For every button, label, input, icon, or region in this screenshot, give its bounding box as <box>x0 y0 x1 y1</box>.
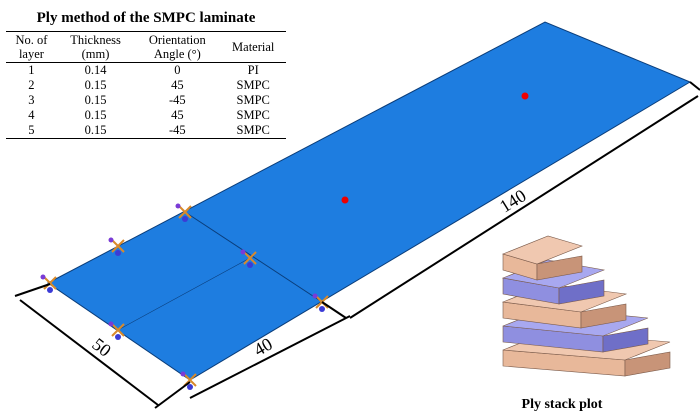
sensor-node <box>47 287 53 293</box>
sensor-arm <box>243 251 257 265</box>
ply-table: Ply method of the SMPC laminate No. of la… <box>6 10 286 139</box>
cell: SMPC <box>236 108 270 122</box>
ply-side <box>580 303 627 329</box>
point <box>341 196 349 204</box>
cell: SMPC <box>220 123 286 139</box>
sensor-node <box>182 216 188 222</box>
point <box>521 92 529 100</box>
cell: 0.15 <box>84 108 107 122</box>
row: 4 0.15 45 SMPC <box>6 108 286 123</box>
cell: 3 <box>28 93 35 107</box>
header-cell: Material <box>220 31 286 63</box>
sensor-node <box>175 203 181 209</box>
sensor-node <box>115 334 121 340</box>
cell: 0.15 <box>56 123 135 139</box>
sensor-node <box>108 321 114 327</box>
cell: 1 <box>28 63 35 77</box>
cell: SMPC <box>236 93 270 107</box>
sensor-node <box>240 249 246 255</box>
dimension-lines <box>14 81 700 409</box>
sensor-node <box>115 250 121 256</box>
divider <box>117 257 251 331</box>
cell: 5 <box>6 123 57 139</box>
ply-side <box>602 327 649 353</box>
cell: 0.14 <box>84 63 107 77</box>
sensor-node <box>319 306 325 312</box>
cell: SMPC <box>236 78 270 92</box>
cell: 45 <box>171 78 184 92</box>
cell: 0 <box>174 63 181 77</box>
header-text: No. of <box>15 33 48 47</box>
sensor-node <box>40 274 46 280</box>
sensors <box>40 203 329 390</box>
header-text: Material <box>232 40 275 54</box>
header-text: (mm) <box>81 47 110 61</box>
cell: -45 <box>134 123 221 139</box>
sensor-node <box>312 293 318 299</box>
sensor-arm <box>178 205 192 219</box>
header-text: Thickness <box>70 33 121 47</box>
caption: Ply stack plot <box>522 397 603 412</box>
sensor-arm <box>43 276 57 290</box>
header-text: Orientation <box>148 33 206 47</box>
header-cell: Thickness (mm) <box>56 31 135 63</box>
header-text: Angle (°) <box>153 47 201 61</box>
row: 3 0.15 -45 SMPC <box>6 93 286 108</box>
header-text: layer <box>18 47 44 61</box>
ply-top <box>502 235 583 265</box>
ply-side <box>558 279 605 305</box>
ply-side <box>624 351 671 377</box>
divider <box>184 211 323 303</box>
sensor-node <box>180 371 186 377</box>
cell: 4 <box>28 108 35 122</box>
row: 1 0.14 0 PI <box>6 63 286 79</box>
header-cell: No. of layer <box>6 31 57 63</box>
table: No. of layer Thickness (mm) Orientation Angle… <box>6 31 286 139</box>
cell: 2 <box>28 78 35 92</box>
sensor-arm <box>111 239 125 253</box>
row: 5 0.15 -45 SMPC <box>6 123 286 139</box>
cell: 45 <box>171 108 184 122</box>
sensor-node <box>108 237 114 243</box>
sensor-node <box>247 262 253 268</box>
cell: 0.15 <box>84 93 107 107</box>
header-cell: Orientation Angle (°) <box>134 31 221 63</box>
ply-stack <box>501 235 671 377</box>
cell: -45 <box>168 93 186 107</box>
sensor-node <box>187 384 193 390</box>
row: 2 0.15 45 SMPC <box>6 78 286 93</box>
sensor-arm <box>111 323 125 337</box>
cell: PI <box>247 63 259 77</box>
cell: 0.15 <box>84 78 107 92</box>
width-label: 50 <box>88 334 114 361</box>
table-title: Ply method of the SMPC laminate <box>36 10 256 26</box>
ply-side <box>536 255 583 281</box>
